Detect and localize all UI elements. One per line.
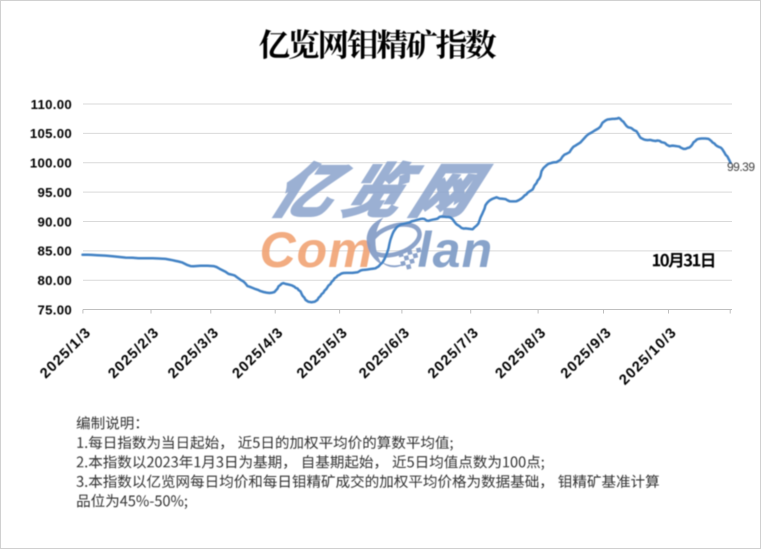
svg-text:99.39: 99.39 <box>727 160 755 174</box>
svg-text:2025/9/3: 2025/9/3 <box>558 325 615 382</box>
svg-text:2025/5/3: 2025/5/3 <box>294 325 351 382</box>
svg-text:80.00: 80.00 <box>37 273 72 288</box>
svg-text:100.00: 100.00 <box>30 156 72 171</box>
svg-text:Com: Com <box>260 222 374 278</box>
svg-text:2025/10/3: 2025/10/3 <box>616 325 680 389</box>
svg-text:110.00: 110.00 <box>31 97 72 112</box>
svg-text:85.00: 85.00 <box>37 244 72 259</box>
svg-text:95.00: 95.00 <box>37 185 72 200</box>
svg-text:2025/1/3: 2025/1/3 <box>37 325 94 382</box>
svg-text:2025/4/3: 2025/4/3 <box>230 325 287 382</box>
svg-text:2025/6/3: 2025/6/3 <box>356 325 413 382</box>
svg-text:2025/8/3: 2025/8/3 <box>492 325 549 382</box>
svg-text:2025/7/3: 2025/7/3 <box>425 325 482 382</box>
svg-text:2025/3/3: 2025/3/3 <box>165 325 222 382</box>
svg-text:2025/2/3: 2025/2/3 <box>105 325 162 382</box>
svg-text:90.00: 90.00 <box>37 214 72 229</box>
svg-text:lan: lan <box>418 222 494 278</box>
svg-text:75.00: 75.00 <box>37 302 72 317</box>
svg-text:105.00: 105.00 <box>30 126 72 141</box>
